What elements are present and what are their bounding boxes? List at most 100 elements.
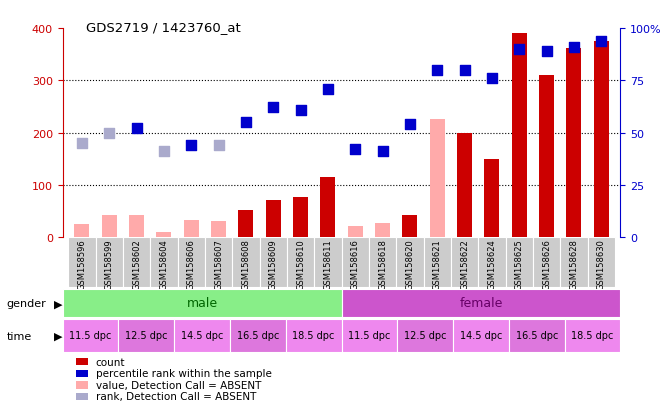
Text: 12.5 dpc: 12.5 dpc — [404, 330, 446, 341]
FancyBboxPatch shape — [533, 237, 560, 287]
FancyBboxPatch shape — [119, 319, 174, 352]
FancyBboxPatch shape — [342, 237, 369, 287]
Text: 16.5 dpc: 16.5 dpc — [515, 330, 558, 341]
Point — [131, 126, 142, 132]
Bar — [156, 232, 172, 237]
FancyBboxPatch shape — [396, 237, 424, 287]
Text: gender: gender — [7, 299, 46, 309]
FancyBboxPatch shape — [123, 237, 150, 287]
FancyBboxPatch shape — [565, 319, 620, 352]
Text: male: male — [187, 297, 218, 310]
Text: percentile rank within the sample: percentile rank within the sample — [96, 368, 271, 378]
Text: GSM158604: GSM158604 — [159, 239, 168, 290]
Point — [569, 44, 579, 51]
Point — [213, 142, 224, 149]
Text: GSM158622: GSM158622 — [460, 239, 469, 290]
Bar — [375, 223, 390, 237]
Text: 14.5 dpc: 14.5 dpc — [181, 330, 223, 341]
Text: 16.5 dpc: 16.5 dpc — [237, 330, 279, 341]
Text: GDS2719 / 1423760_at: GDS2719 / 1423760_at — [86, 21, 240, 33]
Text: GSM158621: GSM158621 — [433, 239, 442, 290]
Text: GSM158596: GSM158596 — [77, 239, 86, 290]
Point — [596, 38, 607, 45]
Bar — [320, 178, 335, 237]
FancyBboxPatch shape — [478, 237, 506, 287]
Point — [158, 149, 169, 155]
Text: 18.5 dpc: 18.5 dpc — [572, 330, 614, 341]
Text: GSM158602: GSM158602 — [132, 239, 141, 290]
Point — [104, 130, 114, 136]
FancyBboxPatch shape — [560, 237, 587, 287]
Text: GSM158618: GSM158618 — [378, 239, 387, 290]
Text: GSM158616: GSM158616 — [350, 239, 360, 290]
FancyBboxPatch shape — [451, 237, 478, 287]
FancyBboxPatch shape — [342, 319, 397, 352]
Bar — [238, 210, 253, 237]
Bar — [211, 222, 226, 237]
FancyBboxPatch shape — [397, 319, 453, 352]
Text: 11.5 dpc: 11.5 dpc — [348, 330, 391, 341]
Text: GSM158607: GSM158607 — [214, 239, 223, 290]
Point — [295, 107, 306, 114]
FancyBboxPatch shape — [68, 237, 96, 287]
Point — [77, 140, 87, 147]
Text: GSM158625: GSM158625 — [515, 239, 524, 290]
Text: 11.5 dpc: 11.5 dpc — [69, 330, 112, 341]
FancyBboxPatch shape — [63, 289, 342, 317]
Point — [486, 76, 497, 82]
Text: time: time — [7, 331, 32, 341]
Point — [350, 147, 360, 153]
Text: GSM158624: GSM158624 — [488, 239, 496, 290]
FancyBboxPatch shape — [453, 319, 509, 352]
Point — [241, 119, 251, 126]
Bar — [266, 201, 280, 237]
Bar — [348, 226, 363, 237]
Text: GSM158606: GSM158606 — [187, 239, 195, 290]
Text: GSM158609: GSM158609 — [269, 239, 278, 290]
Text: rank, Detection Call = ABSENT: rank, Detection Call = ABSENT — [96, 392, 256, 401]
FancyBboxPatch shape — [424, 237, 451, 287]
Text: GSM158620: GSM158620 — [405, 239, 414, 290]
Text: GSM158630: GSM158630 — [597, 239, 606, 290]
FancyBboxPatch shape — [286, 319, 342, 352]
Bar — [403, 216, 417, 237]
Bar — [484, 159, 500, 237]
Bar — [594, 42, 609, 237]
Bar — [102, 216, 117, 237]
Text: GSM158599: GSM158599 — [105, 239, 114, 290]
FancyBboxPatch shape — [205, 237, 232, 287]
Bar — [566, 49, 581, 237]
Bar — [129, 216, 144, 237]
Point — [378, 149, 388, 155]
Text: GSM158626: GSM158626 — [542, 239, 551, 290]
FancyBboxPatch shape — [178, 237, 205, 287]
FancyBboxPatch shape — [506, 237, 533, 287]
FancyBboxPatch shape — [259, 237, 287, 287]
FancyBboxPatch shape — [63, 319, 119, 352]
Bar — [512, 34, 527, 237]
Text: ▶: ▶ — [54, 331, 63, 341]
FancyBboxPatch shape — [287, 237, 314, 287]
Text: female: female — [459, 297, 503, 310]
FancyBboxPatch shape — [232, 237, 259, 287]
Bar — [457, 133, 472, 237]
Point — [541, 49, 552, 55]
Text: count: count — [96, 357, 125, 367]
Bar — [183, 221, 199, 237]
FancyBboxPatch shape — [96, 237, 123, 287]
FancyBboxPatch shape — [587, 237, 615, 287]
Point — [459, 67, 470, 74]
FancyBboxPatch shape — [150, 237, 178, 287]
FancyBboxPatch shape — [174, 319, 230, 352]
Text: 14.5 dpc: 14.5 dpc — [460, 330, 502, 341]
Point — [432, 67, 442, 74]
Text: 12.5 dpc: 12.5 dpc — [125, 330, 168, 341]
FancyBboxPatch shape — [230, 319, 286, 352]
Bar — [293, 197, 308, 237]
Point — [405, 121, 415, 128]
Text: GSM158628: GSM158628 — [570, 239, 578, 290]
Point — [186, 142, 197, 149]
Bar — [75, 224, 89, 237]
Bar — [430, 120, 445, 237]
FancyBboxPatch shape — [314, 237, 342, 287]
